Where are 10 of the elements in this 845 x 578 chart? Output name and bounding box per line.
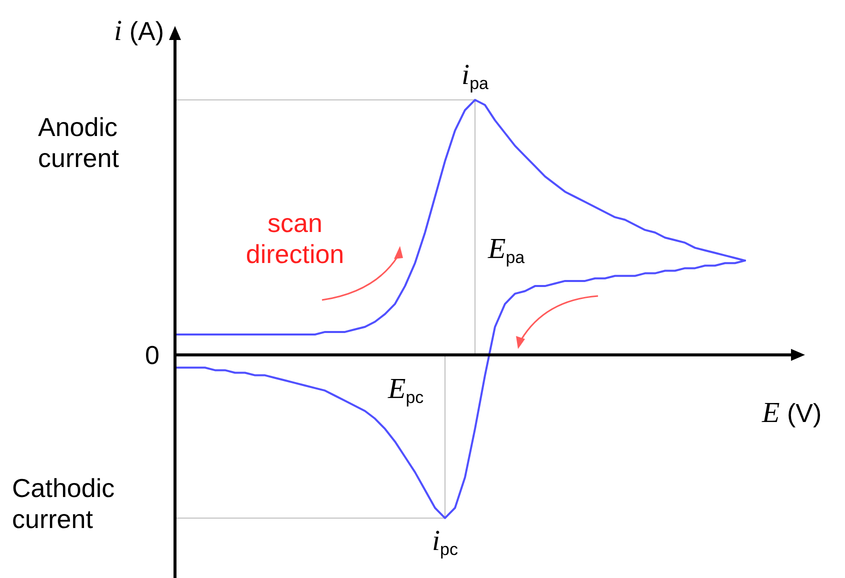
annotation: E$_{pa}$ (488, 233, 525, 267)
text: Anodic current (38, 112, 120, 174)
ref-line-label: i$_{pc}$ (432, 525, 458, 560)
x-axis-title: E (V) (762, 396, 822, 431)
ref-line-label: i$_{pa}$ (462, 58, 488, 93)
text: Cathodic current (12, 473, 116, 536)
annotation: scan direction (244, 208, 346, 270)
annotation: E$_{pc}$ (388, 373, 424, 407)
text: 0 (145, 340, 160, 372)
y-axis-title: i (A) (114, 14, 164, 49)
